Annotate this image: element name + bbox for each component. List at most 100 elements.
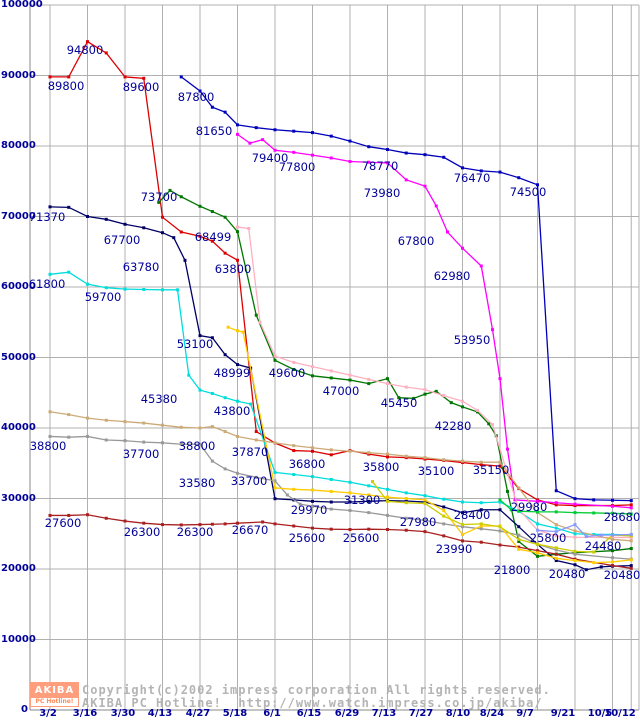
series-marker-tan [292,444,296,448]
series-marker-olive [536,542,539,546]
series-marker-navy [573,563,577,567]
series-marker-red [254,430,258,434]
x-tick-label: 6/29 [334,708,360,719]
series-marker-maroon [442,534,446,538]
series-marker-pink [517,507,521,511]
series-marker-blue [254,126,258,130]
price-label: 94800 [66,43,104,57]
series-marker-dark-green [506,489,509,493]
series-marker-blue [629,499,633,503]
series-marker-olive [371,480,374,484]
price-label: 38800 [178,439,216,453]
series-marker-tan [67,413,71,417]
series-marker-tan [461,459,464,463]
series-marker-cyan [592,532,596,536]
series-marker-cyan [329,477,333,481]
series-marker-periwinkle [629,532,633,536]
series-marker-bright-green [536,510,539,514]
logo-pc-hotline-text: PC Hotline! [31,698,78,706]
series-marker-tan [367,451,371,455]
series-marker-bright-green [498,498,502,502]
series-marker-magenta [423,184,427,188]
price-label: 77800 [278,160,316,174]
series-marker-cyan [236,399,239,403]
series-marker-olive [442,514,446,518]
series-marker-red [498,464,502,468]
series-marker-navy [404,499,408,503]
series-marker-pink [247,226,251,230]
series-marker-cyan [273,470,277,474]
series-marker-cyan [386,487,389,491]
y-tick-label: 80000 [1,140,36,151]
price-label: 62980 [433,269,471,283]
series-marker-cyan [104,286,108,290]
series-marker-gray [142,440,146,444]
series-line-tan [49,411,632,542]
series-marker-magenta [513,498,517,502]
price-label: 63800 [214,262,252,276]
series-marker-tan [611,537,614,541]
series-marker-red [210,239,214,243]
series-marker-navy [498,508,502,512]
series-marker-dark-green [461,405,464,409]
series-marker-gray [285,493,289,497]
series-marker-maroon [311,526,314,530]
series-marker-dark-green [476,410,479,414]
series-marker-gray [479,527,483,531]
series-marker-gray [48,434,52,438]
series-marker-navy [599,565,603,569]
y-tick-label: 90000 [1,69,36,81]
price-label: 37870 [231,445,269,459]
series-marker-maroon [86,513,89,517]
series-marker-tan [254,438,258,442]
series-marker-red [67,75,71,79]
y-tick-label: 60000 [1,281,36,292]
series-marker-tan [311,446,314,450]
series-marker-magenta [446,230,449,234]
series-marker-dark-green [449,401,453,405]
price-label: 61800 [28,277,66,291]
series-marker-cyan [176,288,179,292]
series-marker-magenta [236,132,239,136]
series-marker-tan [142,421,146,425]
series-marker-maroon [498,543,502,547]
series-marker-red [179,230,183,234]
series-marker-pink [629,535,633,539]
series-marker-olive [498,525,502,529]
series-marker-gray [611,556,614,560]
series-marker-navy [629,564,633,568]
series-marker-bright-green [554,510,558,514]
series-marker-pink [311,365,314,369]
series-marker-dark-green [157,200,161,204]
series-marker-navy [442,505,446,509]
series-marker-cyan [461,500,464,504]
series-marker-periwinkle [536,528,539,532]
series-marker-tan [442,458,446,462]
series-marker-magenta [261,138,265,142]
series-marker-pink [273,354,277,358]
series-marker-cyan [223,396,227,400]
series-marker-gray [104,438,108,442]
series-marker-maroon [104,516,108,520]
series-marker-blue [536,183,539,187]
series-marker-gray [404,516,408,520]
akiba-pc-hotline-logo: AKIBA PC Hotline! [30,682,79,707]
series-marker-pink [461,399,464,403]
series-marker-gray [554,548,558,552]
series-marker-blue [386,148,389,152]
series-marker-gold [423,498,427,502]
series-marker-dark-green [311,374,314,378]
price-label: 87800 [177,90,215,104]
series-marker-dark-green [423,392,427,396]
price-label: 26300 [123,525,161,539]
series-marker-cyan [249,402,253,406]
series-marker-magenta [434,204,438,208]
series-marker-cyan [498,500,502,504]
series-marker-dark-green [386,377,389,381]
series-marker-olive [386,499,389,503]
series-marker-maroon [67,513,71,517]
series-marker-blue [479,169,483,173]
series-marker-cyan [311,475,314,479]
series-marker-olive [573,549,577,553]
series-marker-pink [476,408,479,412]
